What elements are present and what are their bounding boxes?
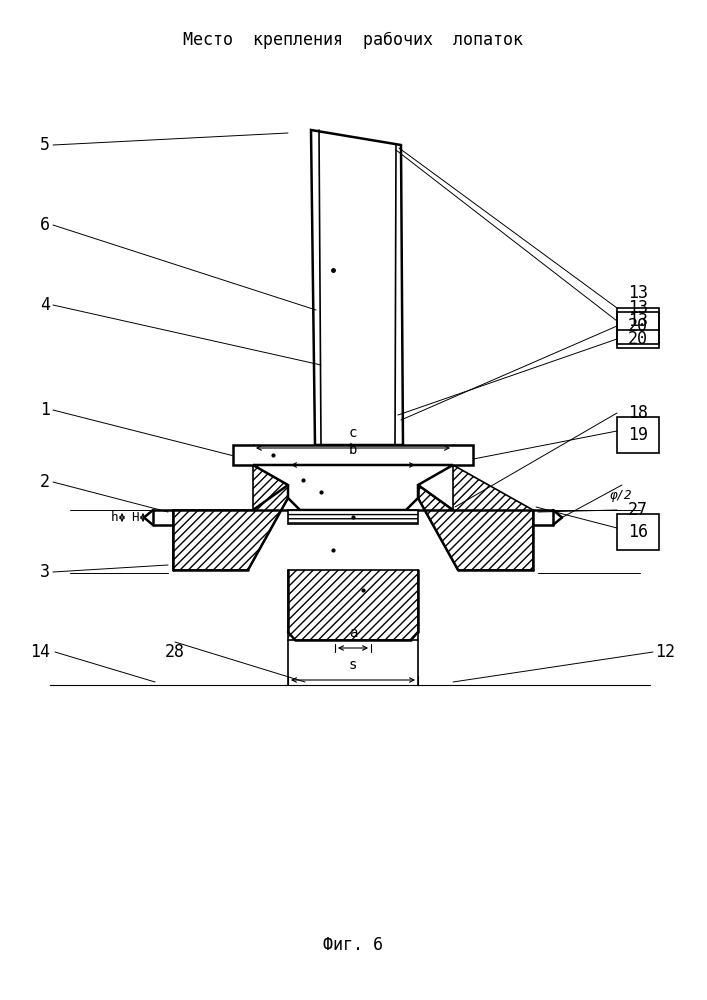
Text: 14: 14 bbox=[30, 643, 50, 661]
Text: 4: 4 bbox=[40, 296, 50, 314]
Text: 1: 1 bbox=[40, 401, 50, 419]
Text: 5: 5 bbox=[40, 136, 50, 154]
Text: a: a bbox=[349, 626, 357, 640]
Text: b: b bbox=[349, 443, 357, 457]
Text: 28: 28 bbox=[165, 643, 185, 661]
Text: h: h bbox=[110, 511, 118, 524]
Text: 2: 2 bbox=[40, 473, 50, 491]
Text: Фиг. 6: Фиг. 6 bbox=[323, 936, 383, 954]
Polygon shape bbox=[288, 570, 418, 640]
Text: 19: 19 bbox=[628, 426, 648, 444]
Text: 3: 3 bbox=[40, 563, 50, 581]
Text: 13: 13 bbox=[628, 299, 648, 317]
Text: 13: 13 bbox=[628, 312, 648, 330]
Text: c: c bbox=[349, 426, 357, 440]
Text: φ/2: φ/2 bbox=[610, 489, 633, 502]
Polygon shape bbox=[173, 465, 288, 570]
Text: s: s bbox=[349, 658, 357, 672]
Text: 16: 16 bbox=[628, 523, 648, 541]
Text: H: H bbox=[132, 511, 139, 524]
Text: 6: 6 bbox=[40, 216, 50, 234]
Bar bbox=[617, 514, 659, 550]
Text: Место  крепления  рабочих  лопаток: Место крепления рабочих лопаток bbox=[183, 31, 523, 49]
Text: 20: 20 bbox=[628, 330, 648, 348]
Polygon shape bbox=[253, 465, 453, 510]
Text: 20: 20 bbox=[628, 317, 648, 335]
Polygon shape bbox=[288, 510, 418, 524]
Bar bbox=[617, 417, 659, 453]
Text: 27: 27 bbox=[628, 501, 648, 519]
Bar bbox=[233, 445, 473, 465]
Bar bbox=[617, 312, 659, 348]
Text: 13: 13 bbox=[628, 284, 648, 302]
Polygon shape bbox=[418, 465, 533, 570]
Bar bbox=[617, 308, 659, 344]
Text: 12: 12 bbox=[655, 643, 675, 661]
Text: 18: 18 bbox=[628, 404, 648, 422]
